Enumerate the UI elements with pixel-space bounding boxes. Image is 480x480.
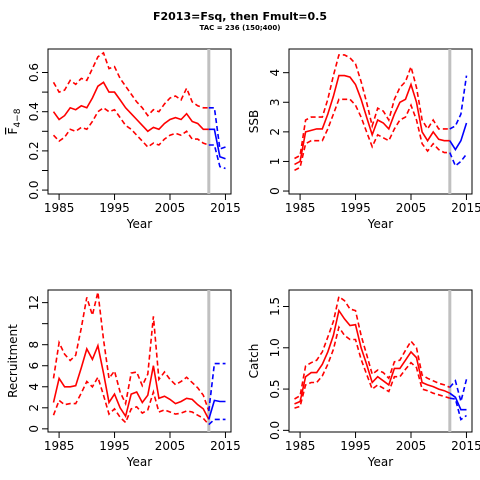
y-tick-label: 1.5 [268,297,282,316]
history-lower-ci-line [294,325,451,409]
projection-upper-ci-line [208,362,226,412]
history-upper-ci-line [294,54,450,160]
y-axis-label: Recruitment [6,324,20,398]
y-tick-label: 4 [27,383,41,391]
y-axis-label: F4−8 [6,108,23,134]
y-tick-label: 0.0 [27,181,41,200]
plot-frame [288,48,473,195]
x-tick-label: 1985 [285,439,316,453]
history-upper-ci-line [52,51,209,117]
y-tick-label: 1 [268,158,282,166]
y-axis-label: SSB [247,110,261,133]
x-tick-label: 2015 [451,201,480,215]
x-tick-label: 2015 [210,439,241,453]
y-axis-label: Catch [247,344,261,379]
projection-upper-ci-line [449,75,468,130]
projection-median-line [449,122,468,152]
history-median-line [294,308,451,405]
x-tick-label: 2005 [155,439,186,453]
panel-fbar: 1985 1995 2005 2015 0.0 0.2 0.4 0.6 Year F4−8 [6,48,241,231]
history-lower-ci-line [294,98,450,172]
x-tick-label: 2005 [396,439,427,453]
x-axis-label: Year [367,455,393,469]
projection-median-line [208,128,226,160]
panel-catch: 1985 1995 2005 2015 0.0 0.5 1.0 1.5 Year Catch [247,289,480,469]
figure-subtitle: TAC = 236 (150;400) [200,24,281,32]
x-tick-label: 1995 [99,439,130,453]
plot-frame [47,289,232,433]
panel-ssb: 1985 1995 2005 2015 0 1 2 3 4 Year SSB [247,48,480,231]
history-median-line [52,342,210,420]
y-tick-label: 0 [268,187,282,195]
x-axis-label: Year [367,217,393,231]
projection-upper-ci-line [449,379,468,405]
projection-upper-ci-line [208,107,226,150]
x-tick-label: 1985 [44,201,75,215]
history-lower-ci-line [52,106,210,149]
history-median-line [294,74,450,166]
history-lower-ci-line [52,375,210,426]
y-tick-label: 0.4 [27,102,41,121]
x-tick-label: 1985 [44,439,75,453]
projection-median-line [208,399,226,420]
y-tick-label: 12 [27,295,41,310]
projection-lower-ci-line [208,418,226,426]
y-tick-label: 0.2 [27,141,41,160]
y-tick-label: 4 [268,69,282,77]
x-tick-label: 2005 [155,201,186,215]
history-upper-ci-line [52,291,210,412]
history-median-line [52,81,209,133]
y-tick-label: 0 [27,425,41,433]
y-tick-label: 0.5 [268,380,282,399]
y-tick-label: 0.6 [27,63,41,82]
plot-frame [288,289,473,433]
y-tick-label: 0.0 [268,421,282,440]
projection-lower-ci-line [449,152,468,168]
y-tick-label: 8 [27,341,41,349]
projection-lower-ci-line [449,397,467,421]
x-tick-label: 2015 [210,201,241,215]
x-axis-label: Year [126,217,152,231]
x-axis-label: Year [126,455,152,469]
y-tick-label: 2 [27,404,41,412]
panel-recruitment: 1985 1995 2005 2015 0 2 4 6 8 12 Year Recruitment [6,289,241,469]
x-tick-label: 1995 [99,201,130,215]
x-tick-label: 1985 [285,201,316,215]
projection-median-line [449,392,467,411]
x-tick-label: 2015 [451,439,480,453]
projection-lower-ci-line [208,144,226,170]
plot-frame [47,48,232,195]
y-tick-label: 2 [268,128,282,136]
y-tick-label: 1.0 [268,338,282,357]
chart-panels: 1985 1995 2005 20150.00.20.40.6YearF4−81985… [6,48,480,469]
y-tick-label: 6 [27,362,41,370]
x-tick-label: 2005 [396,201,427,215]
x-tick-label: 1995 [340,201,371,215]
y-tick-label: 3 [268,98,282,106]
x-tick-label: 1995 [340,439,371,453]
figure-title: F2013=Fsq, then Fmult=0.5 [153,10,327,23]
